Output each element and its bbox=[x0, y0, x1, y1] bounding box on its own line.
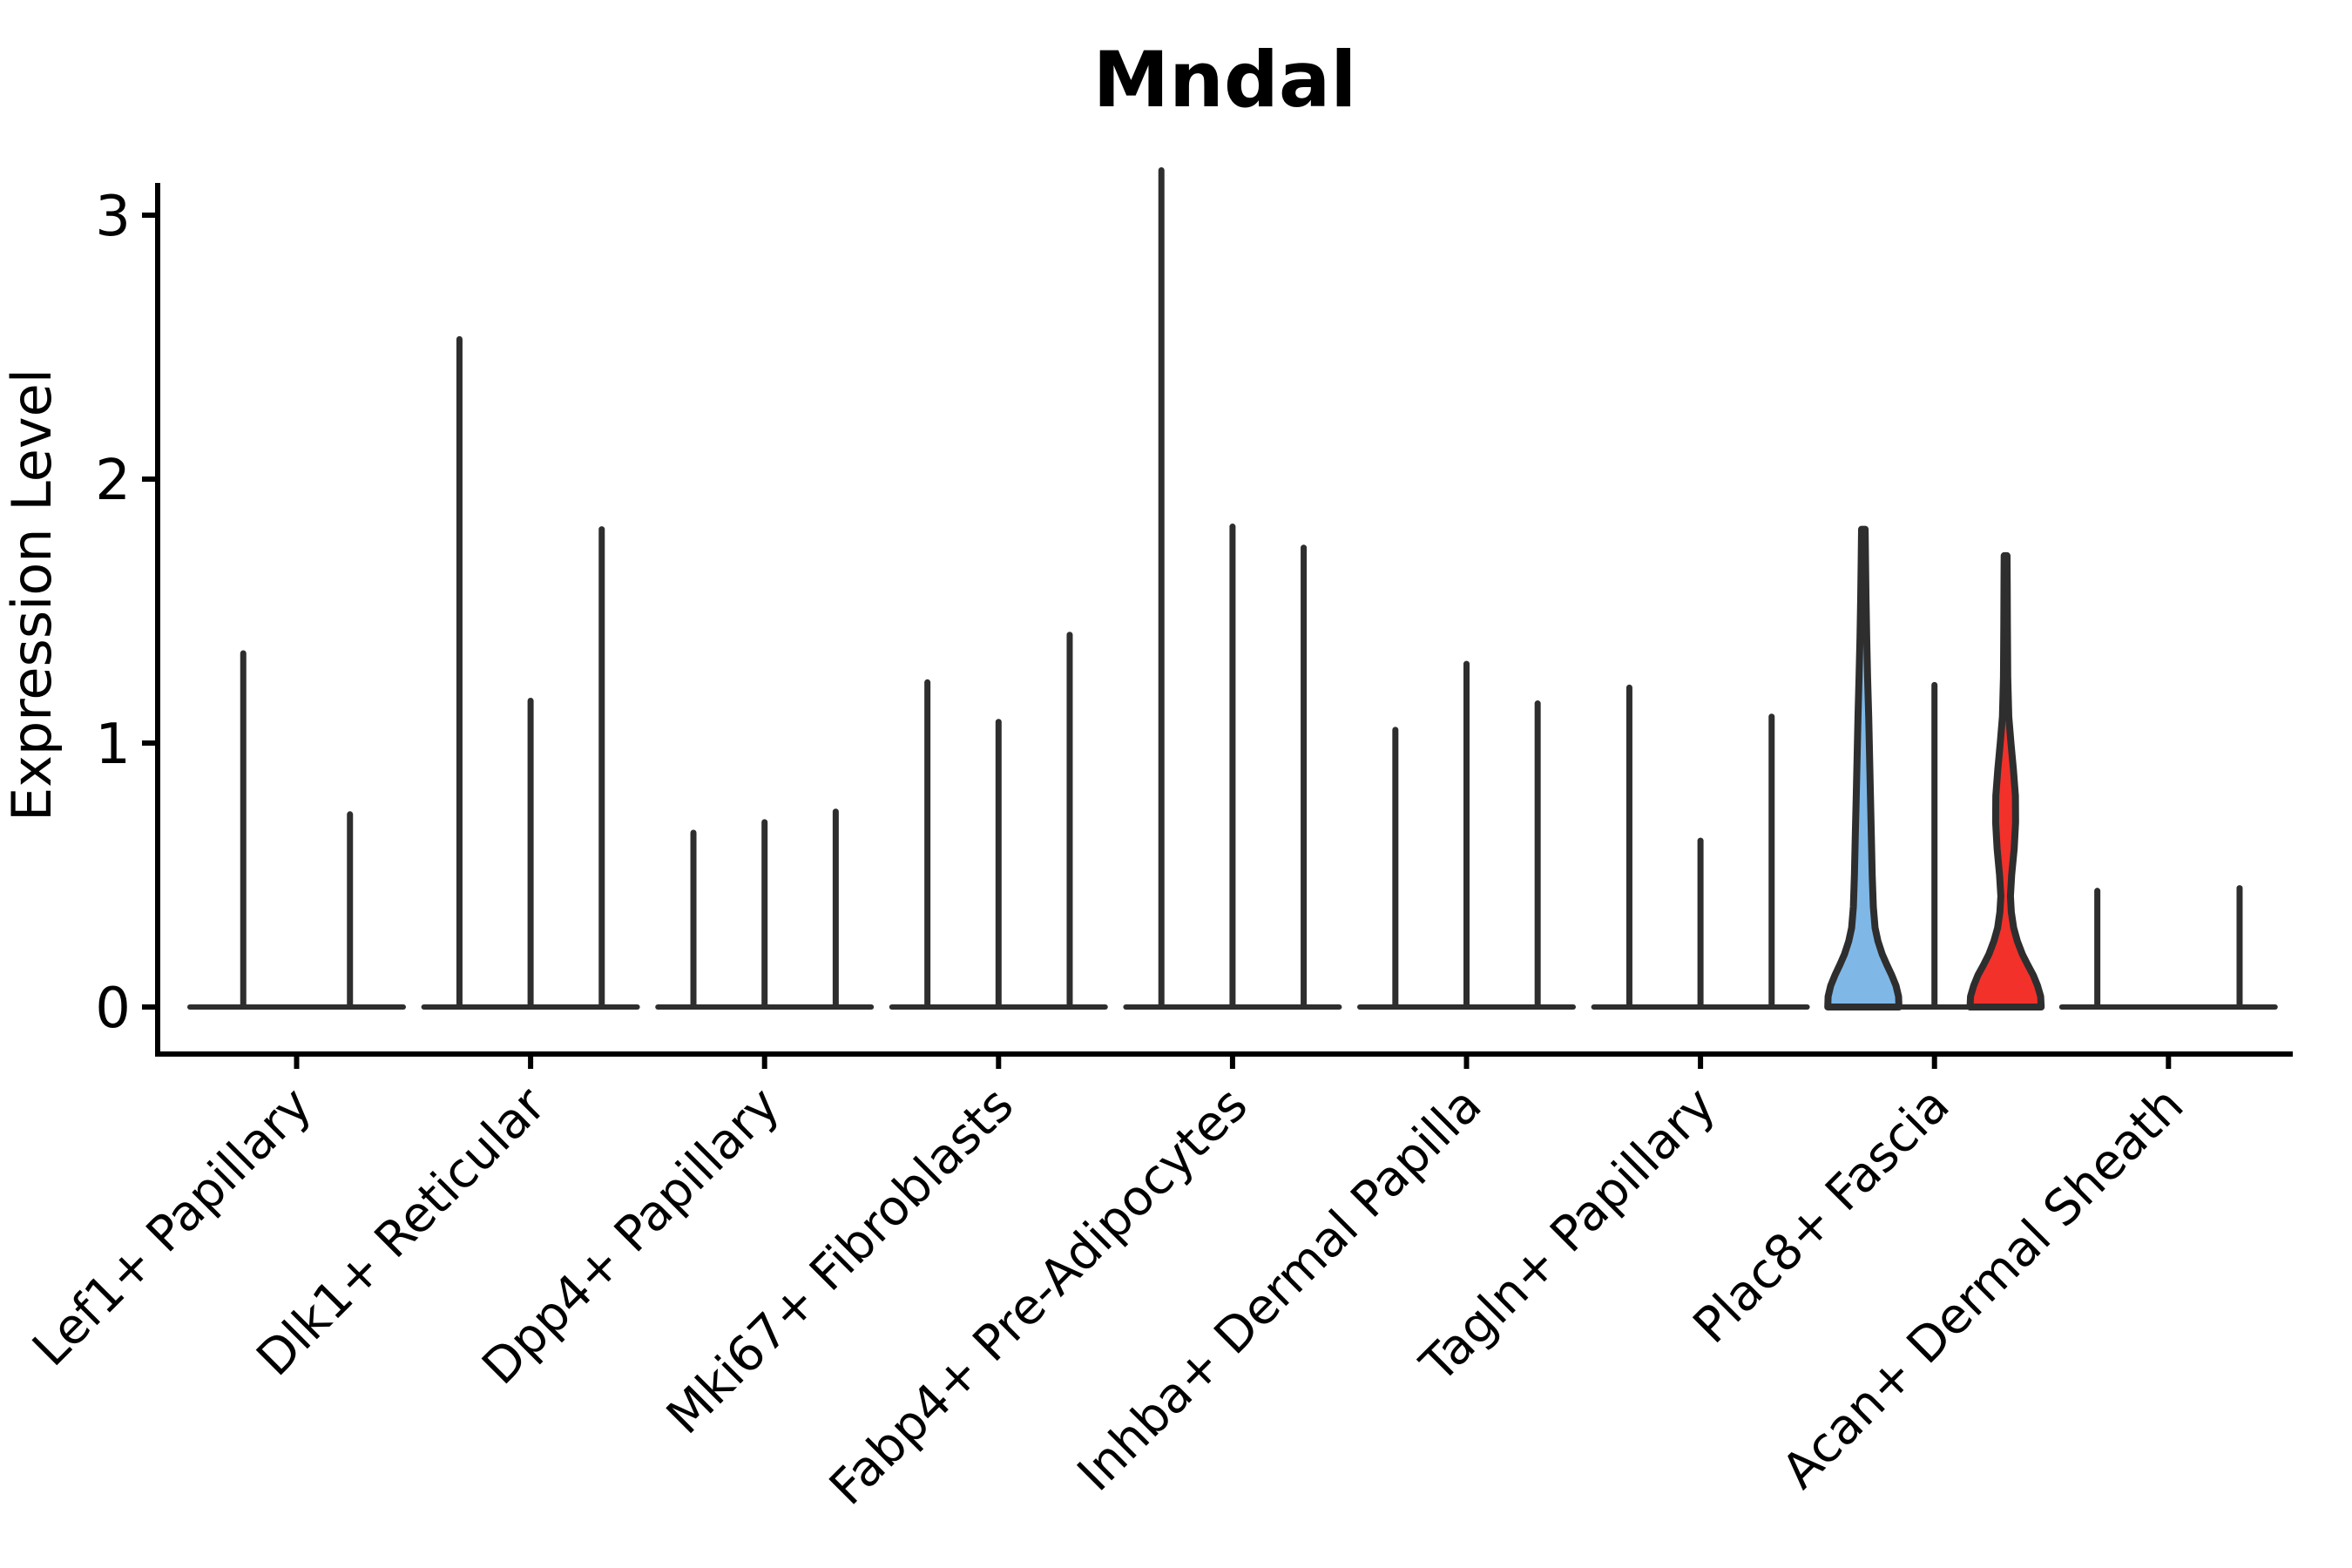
y-tick-label: 1 bbox=[95, 713, 131, 777]
violin-body-blue bbox=[1824, 525, 1903, 1010]
y-tick-label: 2 bbox=[95, 449, 131, 513]
axis-spines bbox=[155, 183, 2293, 1057]
y-tick-label: 3 bbox=[95, 185, 131, 249]
violin-body-red bbox=[1966, 551, 2045, 1010]
x-tick-label: Inhba+ Dermal Papilla bbox=[1067, 1077, 1493, 1503]
x-tick-label: Acan+ Dermal Sheath bbox=[1772, 1077, 2195, 1500]
chart-title: Mndal bbox=[1093, 35, 1357, 125]
x-tick-label: Fabp4+ Pre-Adipocytes bbox=[819, 1077, 1259, 1517]
y-tick-label: 0 bbox=[95, 977, 131, 1041]
y-axis-label: Expression Level bbox=[0, 368, 64, 821]
